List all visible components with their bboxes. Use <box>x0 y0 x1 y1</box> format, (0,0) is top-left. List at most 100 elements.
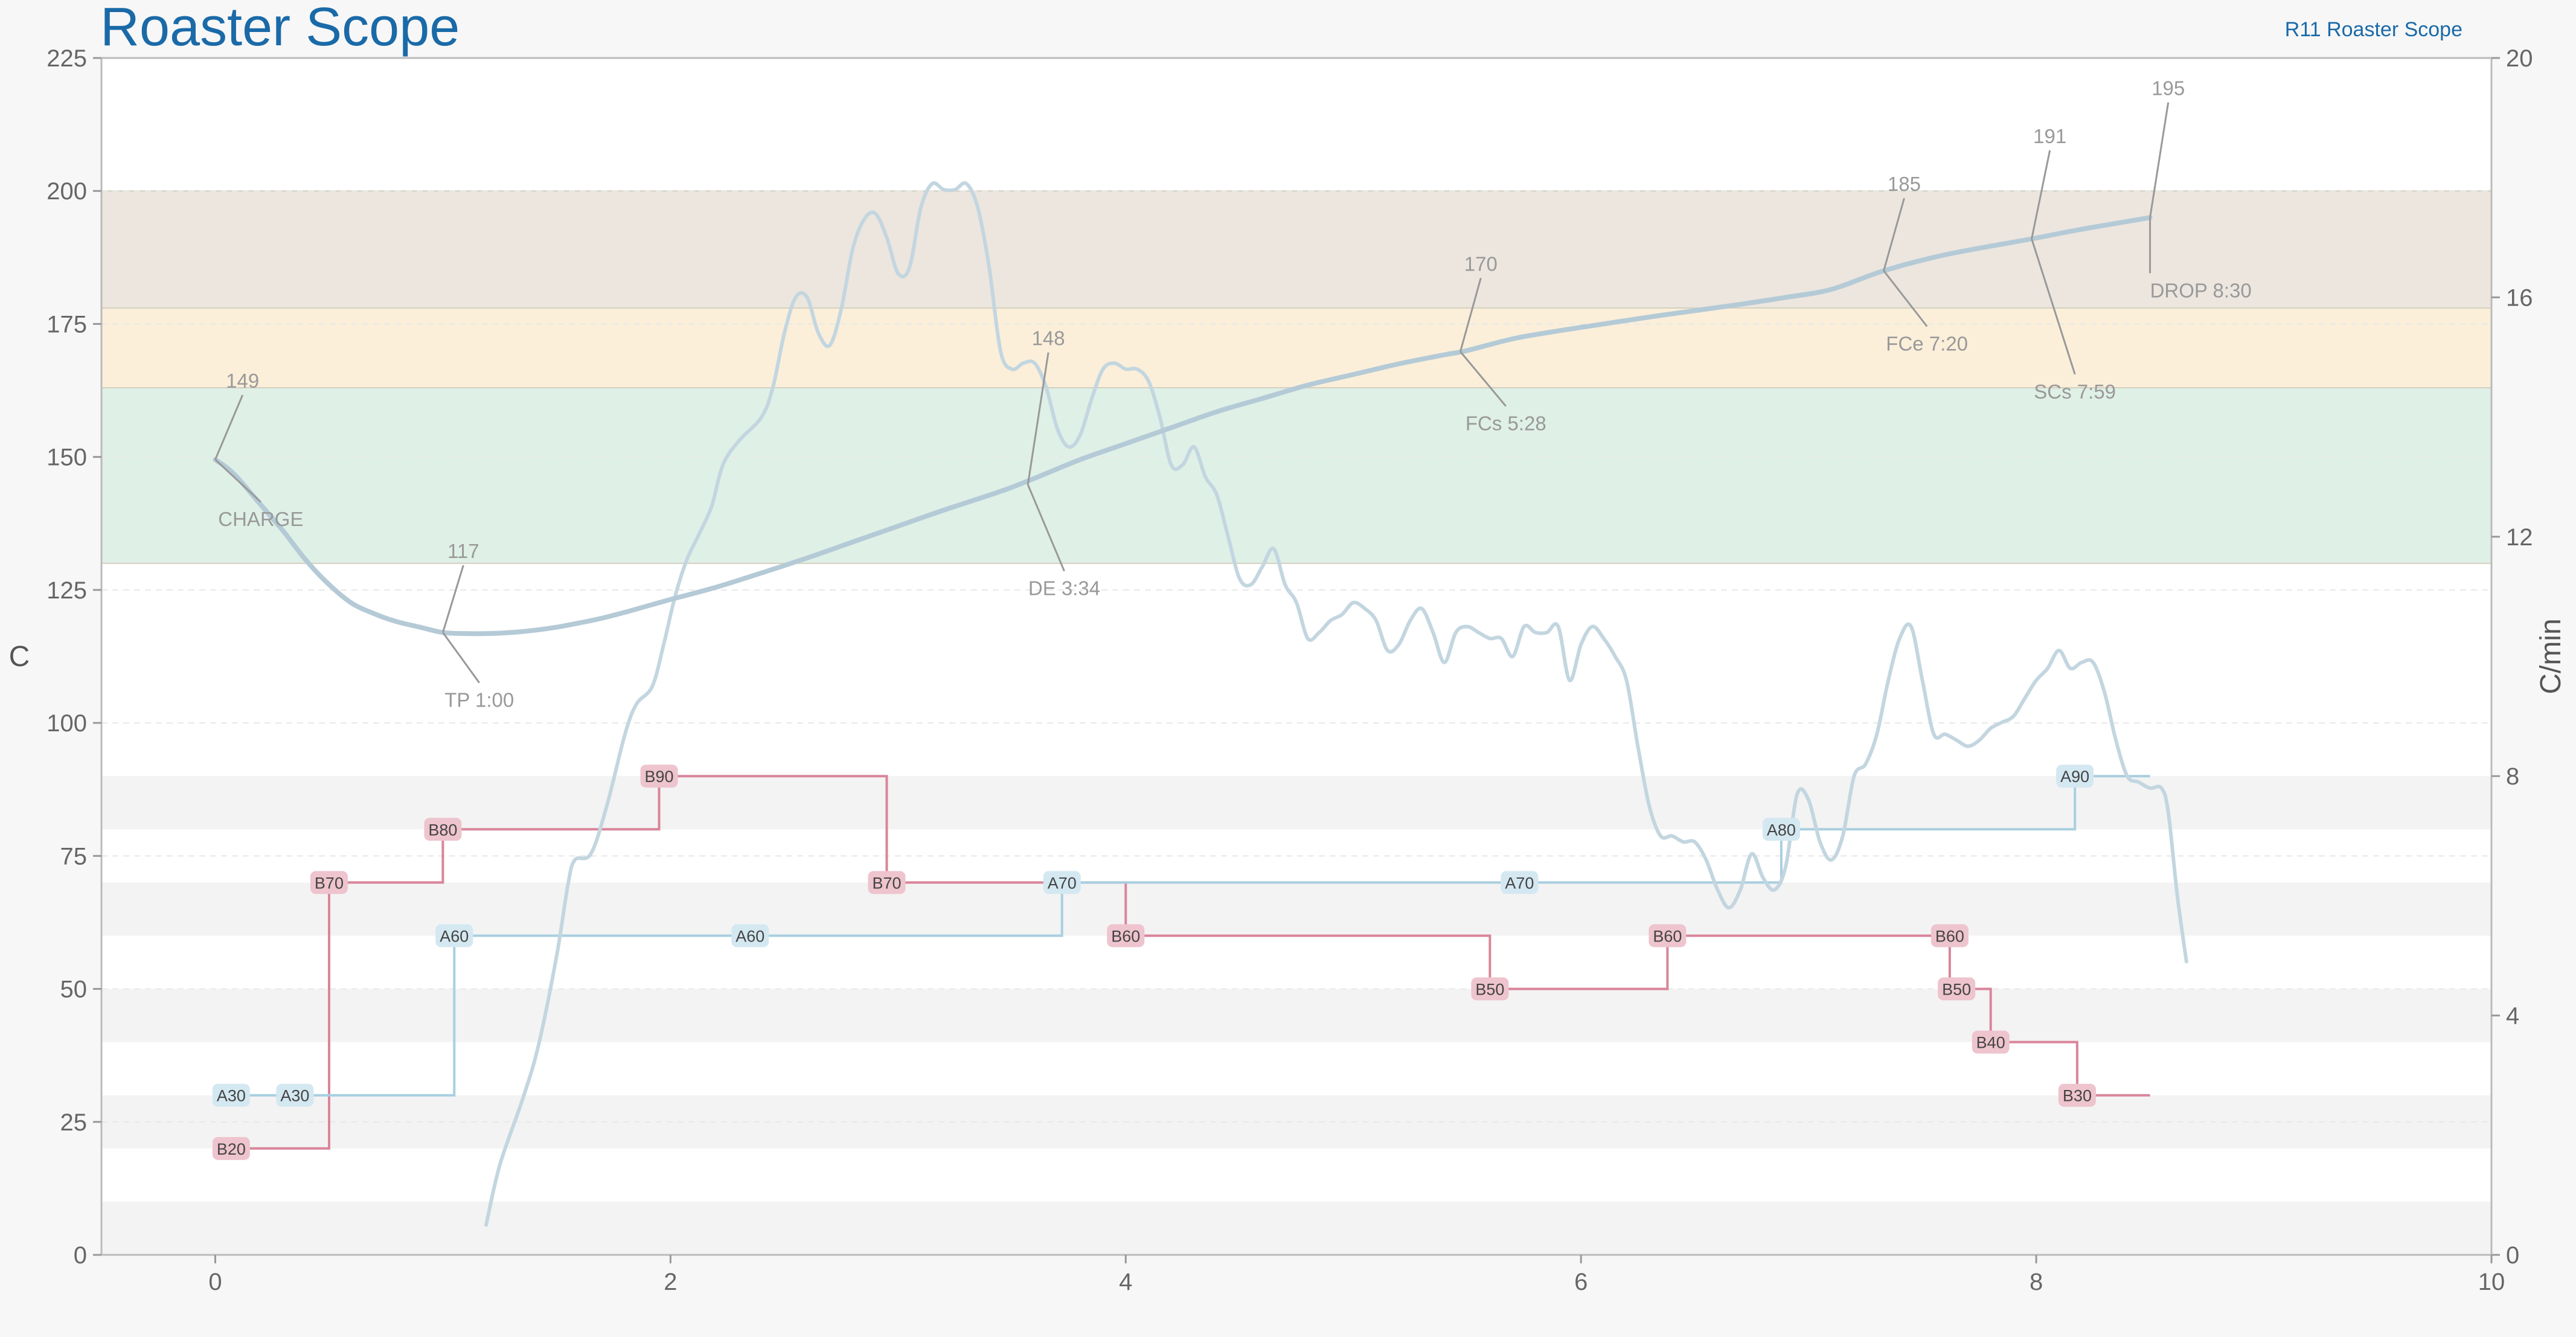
annotation-event: TP 1:00 <box>444 689 514 711</box>
event-annotations: 149 CHARGE 117 TP 1:00 148 DE 3:34 170 FCs 5:28… <box>214 77 2252 711</box>
burner-label: B40 <box>1976 1034 2005 1052</box>
annotation-leader <box>1883 197 1905 271</box>
annotation-temp: 195 <box>2151 77 2185 100</box>
x-tick-label: 4 <box>1119 1269 1132 1295</box>
annotation-temp: 170 <box>1464 252 1498 275</box>
burner-label-bg <box>1648 924 1687 947</box>
air-label-bg <box>1501 871 1539 894</box>
burner-label-bg <box>1938 977 1976 1001</box>
air-label-bg <box>1043 871 1081 894</box>
plot-border <box>100 57 2493 1256</box>
y-tick-label: 225 <box>46 45 87 72</box>
y-tick-label: 125 <box>46 577 87 604</box>
annotation-leader <box>1883 270 1928 327</box>
y2-tick-label: 16 <box>2506 284 2533 311</box>
burner-label: B70 <box>872 874 901 892</box>
annotation-temp: 148 <box>1032 327 1065 350</box>
x-tick-label: 8 <box>2030 1269 2043 1295</box>
bean-temp-series <box>213 215 2153 636</box>
setting-labels: B20 B70 B80 B90 B70 B60 B50 B60 B60 B50 B40 B30 A30 A… <box>212 765 2096 1160</box>
x-tick-label: 6 <box>1574 1269 1588 1295</box>
annotation-event: CHARGE <box>218 508 303 530</box>
air-label-bg <box>1762 818 1800 841</box>
grid-lines <box>101 190 2491 1123</box>
phase-band <box>101 191 2491 309</box>
annotation-leader <box>442 632 480 684</box>
y2-tick-label: 0 <box>2506 1242 2519 1269</box>
burner-label-bg <box>212 1137 250 1160</box>
annotation-leader <box>1459 277 1482 352</box>
annotation-temp: 117 <box>447 540 479 562</box>
burner-label-bg <box>310 871 348 894</box>
y-tick-label: 0 <box>74 1242 87 1269</box>
chart-subtitle[interactable]: R11 Roaster Scope <box>2284 18 2462 41</box>
roast-phase-bands <box>101 190 2491 564</box>
burner-line <box>215 775 2150 1150</box>
y-tick-label: 75 <box>60 843 88 870</box>
air-label: A30 <box>280 1087 309 1105</box>
burner-series <box>215 775 2150 1150</box>
burner-label-bg <box>1930 924 1969 947</box>
burner-label: B60 <box>1935 927 1964 945</box>
x-tick-label: 0 <box>208 1269 222 1295</box>
y-tick-label: 200 <box>46 178 87 205</box>
air-line <box>215 775 2150 1097</box>
annotation-leader <box>214 394 244 460</box>
x-tick-label: 2 <box>664 1269 677 1295</box>
background-stripe <box>101 776 2491 830</box>
air-label-bg <box>2056 765 2094 788</box>
y2-tick-label: 8 <box>2506 763 2519 790</box>
burner-label: B60 <box>1111 927 1140 945</box>
annotation-leader <box>2031 150 2051 239</box>
y-tick-label: 100 <box>46 710 87 737</box>
annotation-event: SCs 7:59 <box>2034 380 2116 403</box>
air-label-bg <box>731 924 769 947</box>
y2-tick-label: 4 <box>2506 1003 2519 1030</box>
annotation-temp: 191 <box>2033 125 2066 147</box>
annotation-leader <box>1027 484 1065 572</box>
air-label: A90 <box>2060 768 2089 786</box>
burner-label: B50 <box>1942 981 1971 999</box>
y-tick-label: 150 <box>46 444 87 471</box>
annotation-temp: 185 <box>1888 173 1921 195</box>
y2-axis-label: C/min <box>2535 618 2567 694</box>
burner-label: B30 <box>2063 1087 2092 1105</box>
page-title: Roaster Scope <box>100 0 460 57</box>
y2-tick-label: 20 <box>2506 45 2533 72</box>
y-tick-label: 25 <box>60 1109 88 1136</box>
air-label: A60 <box>735 927 764 945</box>
y-axis-label: C <box>9 641 30 673</box>
background-stripe <box>101 989 2491 1042</box>
annotation-event: FCe 7:20 <box>1886 332 1968 354</box>
bean-temp-line <box>213 215 2153 636</box>
burner-label-bg <box>1107 924 1145 947</box>
burner-label-bg <box>1471 977 1509 1001</box>
burner-label-bg <box>640 765 678 788</box>
air-series <box>215 775 2150 1097</box>
annotation-event: DE 3:34 <box>1028 577 1100 600</box>
y2-tick-label: 12 <box>2506 524 2533 551</box>
air-label: A60 <box>440 927 469 945</box>
y-tick-label: 50 <box>60 976 88 1003</box>
air-label: A80 <box>1767 821 1796 839</box>
background-stripe <box>101 1201 2491 1255</box>
burner-label-bg <box>1972 1030 2010 1054</box>
burner-label: B80 <box>428 821 457 839</box>
annotation-temp: 149 <box>226 370 259 392</box>
burner-label: B90 <box>645 768 674 786</box>
phase-band <box>101 308 2491 388</box>
air-label-bg <box>212 1083 250 1107</box>
burner-label: B50 <box>1475 981 1504 999</box>
air-label-bg <box>276 1083 314 1107</box>
burner-label-bg <box>424 818 462 841</box>
annotation-event: FCs 5:28 <box>1466 412 1546 435</box>
background-stripe <box>101 882 2491 936</box>
annotation-leader <box>2149 102 2170 218</box>
air-label-bg <box>435 924 473 947</box>
air-label: A30 <box>217 1087 246 1105</box>
background-stripe <box>101 1095 2491 1149</box>
air-label: A70 <box>1048 874 1077 892</box>
burner-label: B60 <box>1653 927 1682 945</box>
burner-label: B20 <box>217 1140 246 1158</box>
